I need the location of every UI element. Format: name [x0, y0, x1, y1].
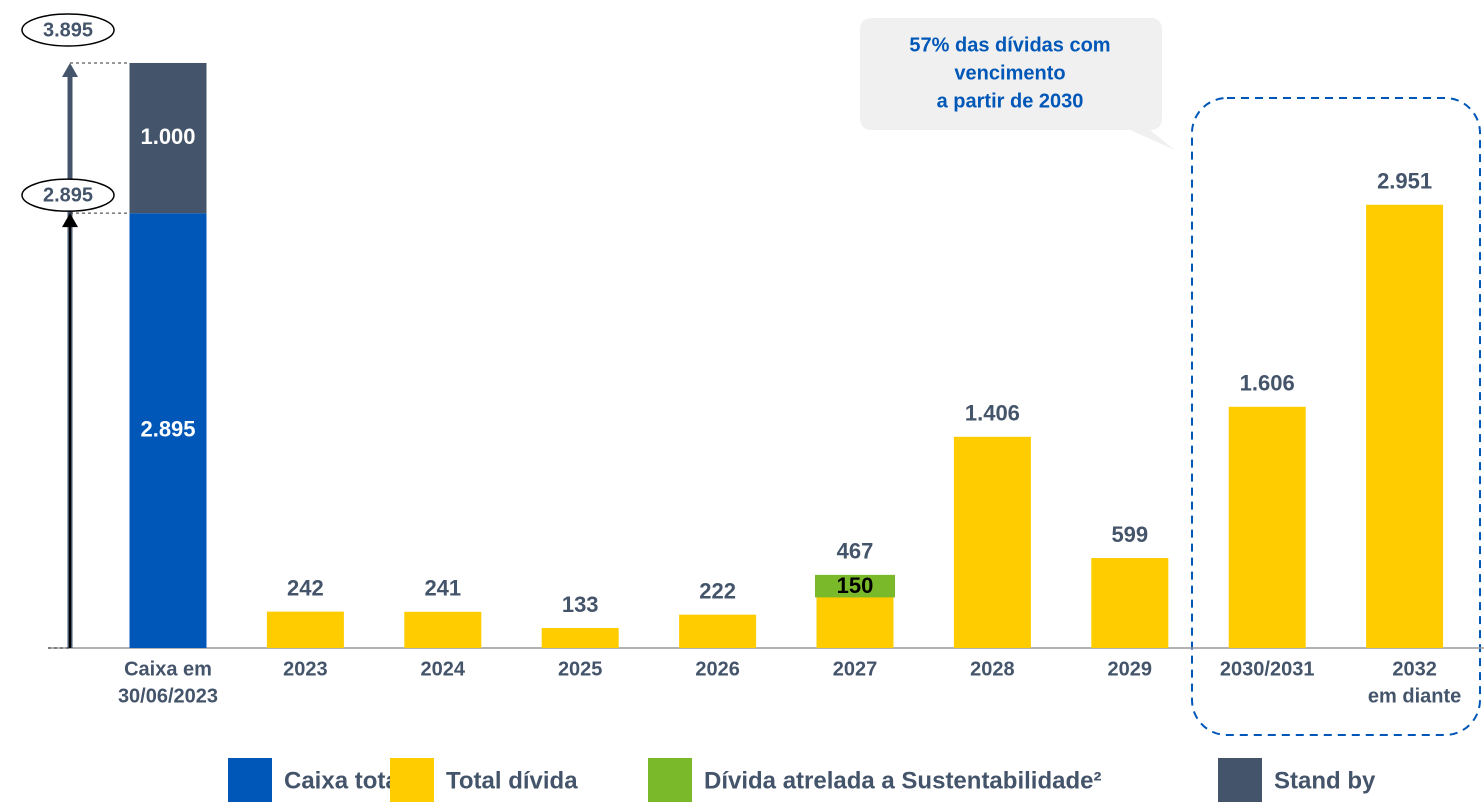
- x-tick-label: 2024: [421, 658, 466, 680]
- x-tick-label: Caixa em: [124, 658, 212, 680]
- bar: [541, 628, 619, 648]
- annotation-circle: [21, 13, 115, 47]
- value-label: 133: [562, 592, 599, 617]
- callout-text: a partir de 2030: [937, 90, 1084, 112]
- legend-swatch: [648, 758, 692, 802]
- x-tick-label: 2023: [283, 658, 328, 680]
- x-tick-label: 2030/2031: [1220, 658, 1315, 680]
- legend-swatch: [228, 758, 272, 802]
- value-label: 242: [287, 575, 324, 600]
- annotation-label: 2.895: [43, 184, 93, 206]
- x-tick-label: 30/06/2023: [118, 685, 218, 707]
- bar: [953, 436, 1031, 648]
- x-tick-label: em diante: [1368, 685, 1461, 707]
- callout-text: vencimento: [954, 62, 1065, 84]
- x-tick-label: 2026: [695, 658, 740, 680]
- value-label: 1.000: [140, 124, 195, 149]
- value-label: 599: [1111, 522, 1148, 547]
- legend-swatch: [390, 758, 434, 802]
- bar: [266, 611, 344, 648]
- value-label: 2.895: [140, 416, 195, 441]
- x-tick-label: 2029: [1108, 658, 1153, 680]
- callout-box: [860, 18, 1175, 150]
- bar: [1228, 406, 1306, 648]
- x-tick-label: 2032: [1392, 658, 1437, 680]
- annotation-circle: [21, 178, 115, 212]
- arrow-head: [62, 213, 78, 228]
- value-label: 241: [424, 576, 461, 601]
- x-tick-label: 2027: [833, 658, 878, 680]
- bar: [679, 614, 757, 648]
- bar: [129, 213, 207, 648]
- bar: [404, 611, 482, 648]
- legend-label: Total dívida: [446, 767, 578, 794]
- legend-label: Stand by: [1274, 767, 1376, 794]
- value-label: 1.606: [1240, 371, 1295, 396]
- annotation-label: 3.895: [43, 19, 93, 41]
- value-label: 150: [837, 573, 874, 598]
- bar: [1366, 204, 1444, 648]
- legend-label: Caixa total: [284, 767, 405, 794]
- value-label: 222: [699, 578, 736, 603]
- bar: [1091, 558, 1169, 648]
- value-label: 467: [837, 539, 874, 564]
- legend-label: Dívida atrelada a Sustentabilidade²: [704, 767, 1101, 794]
- arrow-head: [62, 62, 78, 77]
- bar: [815, 574, 895, 598]
- x-tick-label: 2025: [558, 658, 603, 680]
- bar: [129, 62, 207, 214]
- legend-swatch: [1218, 758, 1262, 802]
- callout-text: 57% das dívidas com: [909, 34, 1110, 56]
- value-label: 1.406: [965, 401, 1020, 426]
- value-label: 2.951: [1377, 169, 1432, 194]
- x-tick-label: 2028: [970, 658, 1015, 680]
